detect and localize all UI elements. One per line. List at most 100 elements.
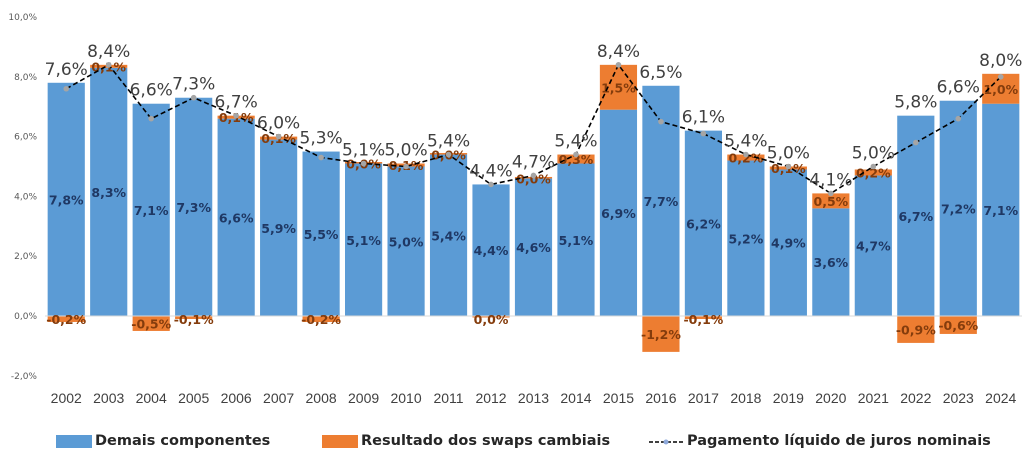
bar-demais-componentes [514, 178, 553, 316]
legend-item-demais: Demais componentes [56, 428, 270, 454]
x-tick-label: 2004 [136, 390, 167, 406]
line-marker [828, 190, 834, 197]
line-marker [870, 163, 877, 170]
bar-demais-componentes [812, 208, 850, 316]
bar-demais-componentes [939, 100, 977, 316]
data-label-total: 8,4% [597, 42, 640, 62]
data-label-swaps: -0,6% [938, 318, 978, 333]
bar-demais-componentes [260, 139, 298, 316]
x-tick-label: 2018 [730, 390, 761, 406]
bar-swaps-cambiais [897, 316, 935, 343]
legend-label: Demais componentes [95, 433, 271, 449]
x-tick-label: 2009 [348, 390, 379, 406]
x-tick-label: 2007 [263, 390, 294, 406]
data-label-total: 6,1% [682, 108, 725, 128]
data-label-total: 4,4% [469, 161, 512, 181]
bar-swaps-cambiais [854, 169, 892, 176]
x-axis: 2002 2003 2004 2005 2006 2007 2008 2009 2010 2011… [51, 390, 1017, 406]
y-tick-label: 8,0% [14, 73, 37, 83]
bar-demais-componentes [727, 160, 765, 316]
data-label-swaps: -1,2% [641, 327, 681, 342]
data-label-swaps: 0,2% [729, 151, 764, 166]
data-label-total: 5,1% [342, 141, 385, 161]
x-tick-label: 2012 [475, 390, 506, 406]
data-label-total: 4,1% [809, 170, 852, 190]
x-tick-label: 2002 [51, 390, 82, 406]
x-tick-label: 2017 [688, 390, 719, 406]
line-marker [360, 160, 367, 167]
x-tick-label: 2005 [178, 390, 209, 406]
data-label-demais: 5,4% [431, 228, 466, 243]
data-label-total: 5,4% [427, 132, 470, 152]
data-label-demais: 8,3% [91, 185, 126, 200]
bar-demais-componentes [982, 103, 1020, 317]
bar-demais-componentes [769, 169, 807, 316]
data-label-total: 8,0% [979, 51, 1022, 71]
line-marker [318, 154, 324, 161]
data-label-demais: 7,2% [941, 201, 976, 216]
data-label-swaps: 0,3% [559, 152, 594, 167]
data-label-total: 5,4% [724, 132, 767, 152]
line-marker [488, 181, 494, 188]
data-label-demais: 5,5% [304, 227, 339, 242]
data-label-total: 6,6% [130, 81, 173, 101]
data-label-total: 5,3% [300, 129, 343, 149]
x-tick-label: 2011 [433, 390, 463, 406]
data-label-demais: 6,9% [601, 206, 636, 221]
bar-swaps-cambiais [684, 316, 722, 319]
line-marker [233, 112, 239, 119]
data-label-demais: 6,7% [898, 209, 933, 224]
data-label-demais: 5,9% [261, 221, 296, 236]
data-label-total: 5,0% [767, 144, 810, 164]
bar-swaps-cambiais [472, 316, 510, 318]
bar-demais-componentes [684, 130, 722, 316]
bar-swaps-cambiais [132, 316, 170, 331]
bar-swaps-cambiais [812, 193, 850, 209]
data-label-demais: 5,2% [729, 231, 764, 246]
total-labels: 7,6%8,4%6,6% 7,3%6,7%6,0%5,3%5,1% 5,0% 5,4%… [45, 42, 1023, 191]
data-label-total: 6,7% [215, 93, 258, 113]
data-label-total: 5,8% [894, 93, 937, 113]
x-tick-label: 2015 [603, 390, 634, 406]
bar-swaps-cambiais [939, 316, 977, 334]
data-label-demais: 4,4% [474, 243, 509, 258]
data-label-swaps: 0,5% [814, 194, 849, 209]
y-tick-label: 4,0% [14, 192, 37, 202]
bar-demais-componentes [599, 109, 638, 316]
data-label-demais: 5,0% [389, 234, 424, 249]
line-marker [658, 118, 664, 125]
data-label-demais: 3,6% [814, 255, 849, 270]
bar-demais-componentes [387, 166, 425, 316]
data-label-swaps: -0,9% [896, 322, 936, 337]
data-label-demais: 4,7% [856, 239, 891, 254]
x-tick-label: 2010 [390, 390, 421, 406]
data-label-swaps: -0,1% [683, 312, 723, 327]
x-tick-label: 2024 [985, 390, 1016, 406]
data-label-total: 6,0% [257, 114, 300, 134]
x-tick-label: 2014 [560, 390, 591, 406]
line-marker [785, 163, 792, 170]
line-marker [913, 139, 919, 146]
bar-swaps-cambiais [599, 64, 638, 110]
line-marker [148, 115, 154, 122]
data-label-swaps: -0,1% [174, 312, 214, 327]
bar-swaps-cambiais [175, 316, 213, 319]
bar-demais-componentes [302, 151, 340, 316]
bar-swaps-cambiais [302, 316, 340, 322]
bar-swaps-cambiais [47, 316, 85, 322]
data-label-demais: 7,1% [134, 203, 169, 218]
y-tick-label: 10,0% [8, 13, 37, 23]
bar-demais-componentes [557, 163, 595, 316]
data-label-swaps: -0,2% [301, 312, 341, 327]
data-label-total: 5,0% [384, 141, 427, 161]
data-label-total: 8,4% [87, 42, 130, 62]
data-label-total: 4,7% [512, 152, 555, 172]
legend-line-marker-icon [649, 439, 683, 444]
line-marker [445, 151, 452, 158]
line-marker [573, 151, 579, 158]
line-marker [275, 133, 282, 140]
bar-swaps-cambiais [642, 316, 680, 352]
line-marker [743, 151, 749, 158]
x-tick-label: 2006 [221, 390, 252, 406]
